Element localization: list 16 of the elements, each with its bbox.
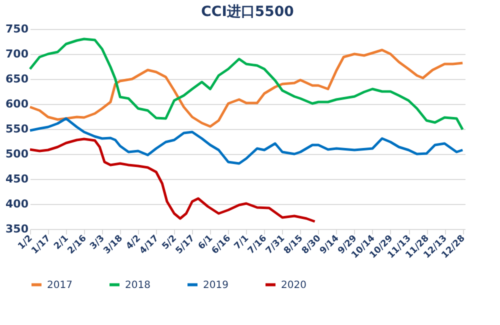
y-tick-label: 650 bbox=[6, 72, 29, 86]
y-tick-label: 750 bbox=[6, 22, 29, 36]
y-tick-label: 600 bbox=[6, 98, 29, 110]
y-tick-label: 500 bbox=[6, 148, 29, 160]
y-tick-label: 400 bbox=[6, 198, 29, 210]
line-series bbox=[28, 138, 316, 223]
y-tick-label: 350 bbox=[6, 222, 29, 236]
legend-label: 2019 bbox=[203, 280, 228, 291]
legend-label: 2017 bbox=[47, 280, 72, 291]
y-tick-label: 550 bbox=[6, 122, 29, 136]
line-series bbox=[28, 117, 464, 165]
legend-label: 2018 bbox=[125, 280, 150, 291]
y-tick-label: 700 bbox=[6, 48, 29, 60]
legend-label: 2020 bbox=[281, 280, 306, 291]
y-tick-label: 450 bbox=[6, 172, 29, 186]
chart-title: CCI进口5500 bbox=[201, 4, 294, 20]
